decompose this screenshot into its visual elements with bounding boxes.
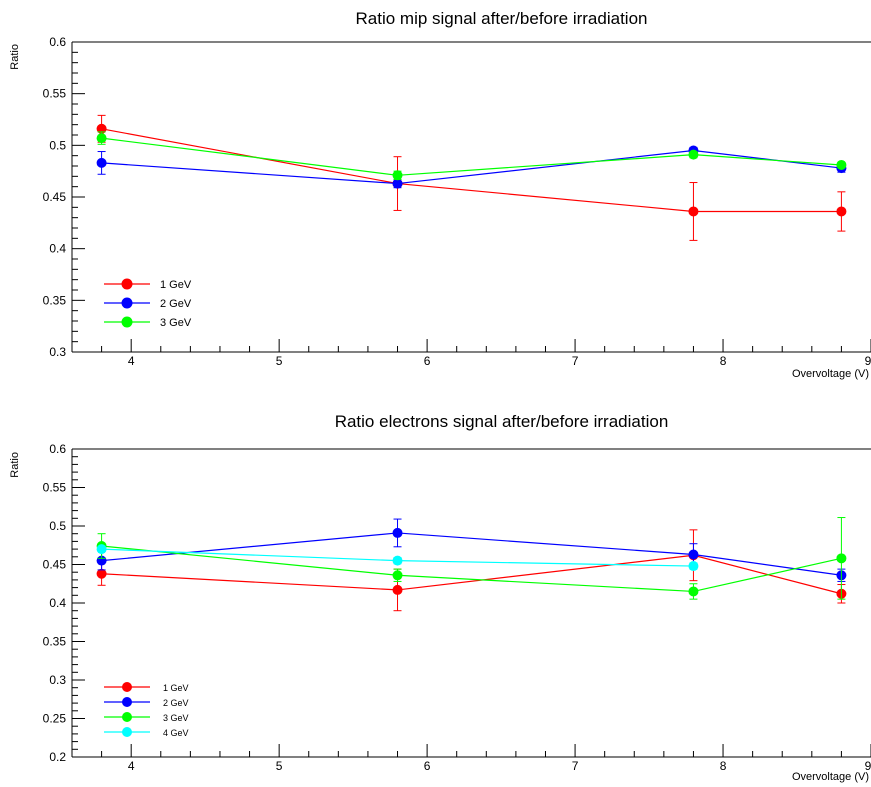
- x-tick-label: 6: [424, 354, 431, 368]
- y-tick-label: 0.4: [49, 596, 66, 610]
- y-tick-label: 0.55: [43, 481, 67, 495]
- y-tick-label: 0.45: [43, 558, 67, 572]
- chart-title: Ratio mip signal after/before irradiatio…: [356, 9, 648, 28]
- x-tick-label: 7: [572, 354, 579, 368]
- x-tick-label: 4: [128, 759, 135, 773]
- x-tick-label: 8: [720, 759, 727, 773]
- y-axis-label: Ratio: [9, 452, 21, 478]
- series-line: [101, 554, 842, 595]
- y-tick-label: 0.4: [49, 242, 66, 256]
- chart-title: Ratio electrons signal after/before irra…: [335, 412, 669, 431]
- data-point: [96, 544, 107, 555]
- data-point: [688, 561, 699, 572]
- data-point: [688, 549, 699, 560]
- y-axis-label: Ratio: [9, 44, 21, 70]
- series-1-gev: [96, 529, 847, 612]
- chart-electrons: Ratio electrons signal after/before irra…: [9, 412, 871, 783]
- y-tick-label: 0.25: [43, 712, 67, 726]
- y-tick-label: 0.5: [49, 519, 66, 533]
- data-point: [688, 586, 699, 597]
- x-tick-label: 8: [720, 354, 727, 368]
- y-tick-label: 0.45: [43, 190, 67, 204]
- x-tick-label: 4: [128, 354, 135, 368]
- data-point: [96, 568, 107, 579]
- y-tick-label: 0.3: [49, 345, 66, 359]
- y-tick-label: 0.6: [49, 442, 66, 456]
- chart-mip: Ratio mip signal after/before irradiatio…: [9, 9, 871, 380]
- series-line: [101, 545, 842, 593]
- legend-marker: [122, 727, 132, 737]
- x-tick-label: 6: [424, 759, 431, 773]
- legend-marker: [121, 316, 133, 328]
- data-point: [392, 555, 403, 566]
- series-4-gev: [96, 544, 699, 572]
- data-point: [392, 527, 403, 538]
- legend-marker: [122, 697, 132, 707]
- data-point: [96, 157, 107, 168]
- series-3-gev: [96, 517, 847, 600]
- y-tick-label: 0.6: [49, 35, 66, 49]
- legend: 1 GeV 2 GeV 3 GeV: [104, 278, 192, 329]
- data-point: [688, 149, 699, 160]
- series-line: [101, 532, 842, 576]
- series-3-gev: [96, 131, 847, 181]
- data-point: [392, 570, 403, 581]
- series-1-gev: [96, 114, 847, 241]
- x-tick-label: 5: [276, 759, 283, 773]
- legend-marker: [122, 712, 132, 722]
- legend-marker: [122, 682, 132, 692]
- series-line: [101, 137, 842, 176]
- x-tick-label: 9: [865, 354, 871, 368]
- data-point: [836, 553, 847, 564]
- x-axis-label: Overvoltage (V): [792, 771, 869, 783]
- y-tick-label: 0.5: [49, 138, 66, 152]
- y-tick-label: 0.35: [43, 635, 67, 649]
- data-point: [392, 178, 403, 189]
- legend-label: 2 GeV: [163, 698, 189, 708]
- legend-label: 3 GeV: [160, 317, 192, 329]
- y-tick-label: 0.3: [49, 673, 66, 687]
- series-line: [101, 149, 842, 185]
- data-point: [96, 133, 107, 144]
- y-tick-label: 0.55: [43, 87, 67, 101]
- x-tick-label: 7: [572, 759, 579, 773]
- data-point: [96, 123, 107, 134]
- legend-label: 1 GeV: [163, 683, 189, 693]
- x-tick-label: 5: [276, 354, 283, 368]
- data-point: [392, 170, 403, 181]
- legend-label: 3 GeV: [163, 713, 189, 723]
- legend-label: 1 GeV: [160, 279, 192, 291]
- series-2-gev: [96, 518, 847, 582]
- legend: 1 GeV 2 GeV 3 GeV 4 GeV: [104, 682, 189, 738]
- data-point: [836, 206, 847, 217]
- y-tick-label: 0.2: [49, 750, 66, 764]
- data-point: [392, 584, 403, 595]
- y-tick-label: 0.35: [43, 293, 67, 307]
- x-tick-label: 9: [865, 759, 871, 773]
- data-point: [688, 206, 699, 217]
- data-point: [836, 159, 847, 170]
- x-axis-label: Overvoltage (V): [792, 368, 869, 380]
- legend-label: 4 GeV: [163, 728, 189, 738]
- legend-marker: [121, 278, 133, 290]
- legend-marker: [121, 297, 133, 309]
- legend-label: 2 GeV: [160, 298, 192, 310]
